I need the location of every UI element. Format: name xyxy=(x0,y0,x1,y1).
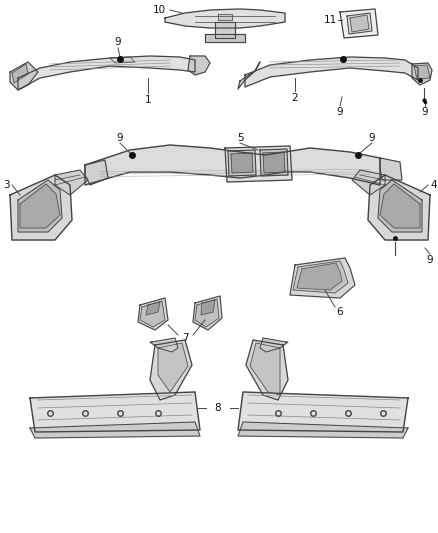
Text: 9: 9 xyxy=(422,107,428,117)
Polygon shape xyxy=(238,62,260,89)
Polygon shape xyxy=(260,149,288,176)
Polygon shape xyxy=(250,343,280,395)
Polygon shape xyxy=(150,338,178,352)
Polygon shape xyxy=(140,301,165,327)
Polygon shape xyxy=(10,62,38,90)
Polygon shape xyxy=(347,13,372,34)
Text: 3: 3 xyxy=(3,180,9,190)
Polygon shape xyxy=(146,302,160,315)
Polygon shape xyxy=(378,180,422,232)
Polygon shape xyxy=(225,146,292,182)
Polygon shape xyxy=(215,22,235,38)
Text: 9: 9 xyxy=(427,255,433,265)
Polygon shape xyxy=(18,56,195,90)
Polygon shape xyxy=(290,258,355,298)
Polygon shape xyxy=(260,338,288,352)
Polygon shape xyxy=(138,298,168,330)
Polygon shape xyxy=(193,296,222,330)
Text: 6: 6 xyxy=(337,307,343,317)
Polygon shape xyxy=(238,422,408,438)
Polygon shape xyxy=(10,175,72,240)
Text: 1: 1 xyxy=(145,95,151,105)
Polygon shape xyxy=(110,57,135,63)
Text: 9: 9 xyxy=(337,107,343,117)
Polygon shape xyxy=(352,170,385,195)
Polygon shape xyxy=(20,184,60,228)
Polygon shape xyxy=(231,153,253,173)
Polygon shape xyxy=(297,263,342,290)
Polygon shape xyxy=(414,65,430,79)
Text: 9: 9 xyxy=(369,133,375,143)
Polygon shape xyxy=(85,145,380,185)
Text: 11: 11 xyxy=(323,15,337,25)
Polygon shape xyxy=(165,9,285,28)
Polygon shape xyxy=(18,180,62,232)
Text: 5: 5 xyxy=(237,133,244,143)
Text: 10: 10 xyxy=(152,5,166,15)
Text: 2: 2 xyxy=(292,93,298,103)
Polygon shape xyxy=(245,57,418,87)
Polygon shape xyxy=(205,34,245,42)
Polygon shape xyxy=(55,170,88,195)
Polygon shape xyxy=(350,15,369,32)
Polygon shape xyxy=(263,152,285,173)
Text: 9: 9 xyxy=(115,37,121,47)
Polygon shape xyxy=(201,300,215,315)
Polygon shape xyxy=(30,392,200,432)
Text: 4: 4 xyxy=(431,180,437,190)
Polygon shape xyxy=(150,340,192,400)
Polygon shape xyxy=(85,160,108,185)
Polygon shape xyxy=(238,392,408,432)
Text: 7: 7 xyxy=(182,333,188,343)
Polygon shape xyxy=(12,64,28,83)
Polygon shape xyxy=(218,14,232,20)
Polygon shape xyxy=(195,299,219,327)
Text: 9: 9 xyxy=(117,133,124,143)
Polygon shape xyxy=(368,175,430,240)
Polygon shape xyxy=(380,158,402,180)
Polygon shape xyxy=(158,343,188,392)
Polygon shape xyxy=(412,63,432,85)
Polygon shape xyxy=(228,150,256,176)
Polygon shape xyxy=(293,261,348,293)
Polygon shape xyxy=(188,56,210,75)
Polygon shape xyxy=(380,184,420,228)
Polygon shape xyxy=(340,9,378,38)
Text: 8: 8 xyxy=(215,403,221,413)
Polygon shape xyxy=(246,340,288,400)
Polygon shape xyxy=(30,422,200,438)
